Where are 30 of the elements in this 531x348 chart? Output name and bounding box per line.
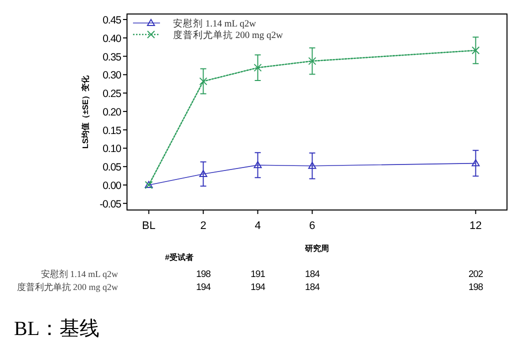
- point: [254, 161, 262, 168]
- y-tick-label: 0.35: [102, 51, 122, 64]
- point: [199, 170, 208, 177]
- point: [308, 57, 316, 66]
- point: [254, 64, 262, 72]
- x-tick-label: 12: [470, 220, 482, 232]
- point: [472, 159, 480, 166]
- point: [199, 77, 208, 86]
- x-tick-label: 6: [309, 220, 316, 232]
- y-tick-label: 0.25: [102, 88, 122, 100]
- legend-label: 度普利尤单抗 200 mg q2w: [173, 29, 284, 41]
- y-tick-label: 0.40: [102, 32, 122, 45]
- y-tick-label: 0.45: [102, 14, 122, 27]
- point: [308, 162, 316, 169]
- y-tick-label: 0.30: [102, 70, 122, 82]
- x-tick-label: 2: [200, 220, 206, 232]
- legend-label: 安慰剂 1.14 mL q2w: [173, 18, 256, 30]
- n-table: #受试者 安慰剂 1.14 mL q2w 198 191 184 202 度普利尤单抗 200 mg q2w 194 194 184 198: [16, 253, 483, 293]
- y-axis-title: LS均值（±SE）变化: [80, 74, 90, 149]
- text: BL：基线: [14, 318, 100, 340]
- y-tick-label: 0.20: [102, 106, 122, 118]
- point: [472, 46, 480, 54]
- x-tick-label: BL: [142, 220, 156, 232]
- y-tick-label: 0.05: [102, 162, 122, 174]
- y-tick-label: 0.15: [102, 124, 122, 137]
- y-tick-label: -0.05: [100, 198, 122, 210]
- y-tick-label: 0.10: [102, 143, 122, 156]
- x-tick-label: 4: [254, 220, 261, 232]
- x-axis-title: 研究周: [304, 244, 329, 253]
- y-tick-label: 0.00: [102, 180, 122, 192]
